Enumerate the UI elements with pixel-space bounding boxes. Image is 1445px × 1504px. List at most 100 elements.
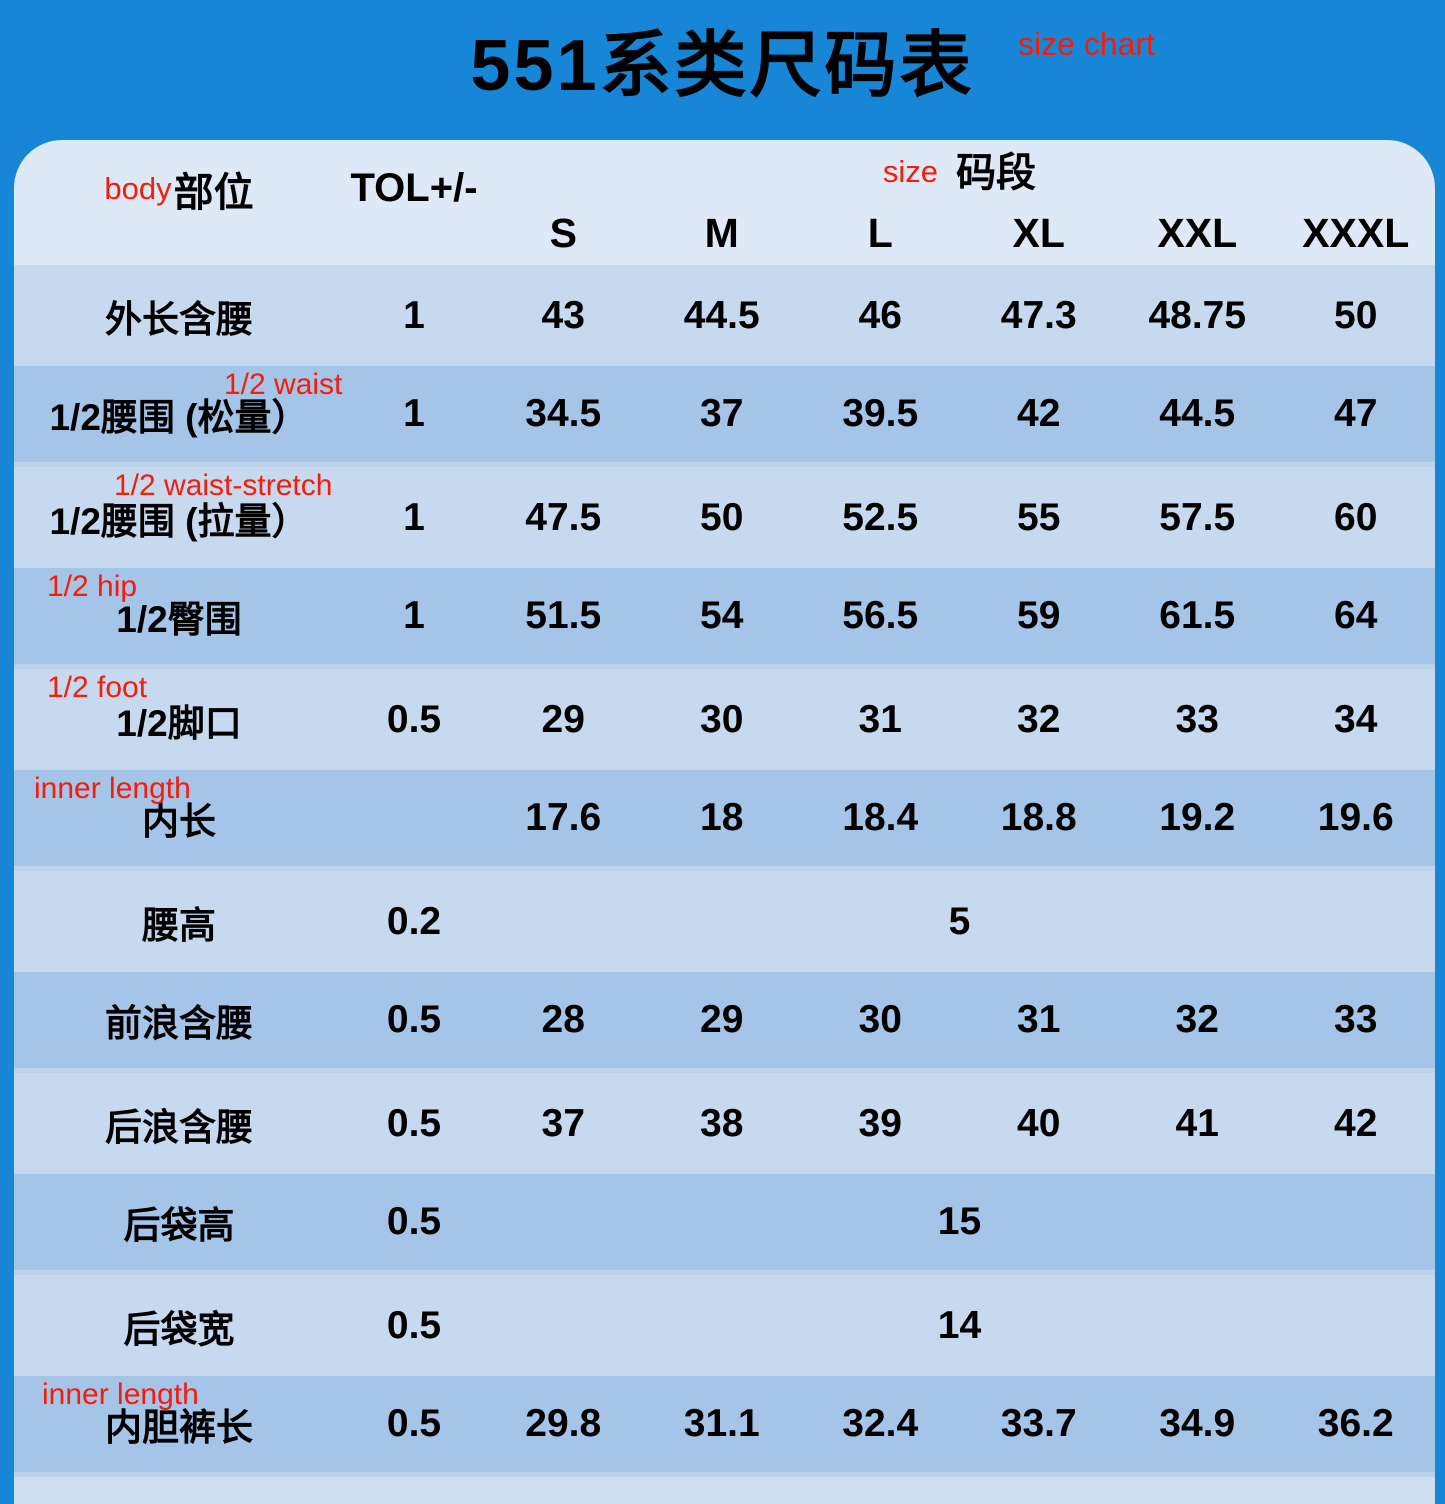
row-value-xxxl: 42 (1334, 1101, 1378, 1145)
header-size-letters: S M L XL XXL XXXL (484, 198, 1435, 265)
row-tol-value: 0.5 (386, 1303, 442, 1347)
row-value-l: 30 (858, 998, 902, 1041)
page-title: 551系类尺码表 (470, 26, 975, 106)
row-value-l: 39.5 (842, 392, 919, 435)
row-value-xxl: 32 (1175, 998, 1219, 1041)
header-size-xl: XL (1012, 210, 1065, 256)
row-label-cell: 外长含腰 (14, 265, 344, 366)
row-merged-value: 5 (948, 899, 971, 943)
table-row: inner length 内胆裤长 0.5 29.8 31.1 32.4 33.7 34.9 3… (14, 1376, 1435, 1477)
row-label-cell: inner length 内长 (14, 770, 344, 866)
row-tol-value: 0.5 (386, 1101, 442, 1145)
table-row: 前浪含腰 0.5 28 29 30 31 32 33 (14, 972, 1435, 1073)
row-value-l: 52.5 (842, 495, 919, 539)
row-value-xxl: 57.5 (1159, 495, 1236, 539)
row-value-xl: 32 (1017, 697, 1061, 741)
row-label-cell: 后袋宽 (14, 1275, 344, 1376)
row-label: 1/2腰围 (松量） (49, 397, 309, 438)
row-value-xl: 55 (1017, 495, 1061, 539)
row-label: 前浪含腰 (105, 1003, 253, 1044)
row-value-xxxl: 34 (1334, 697, 1378, 741)
row-value-l: 39 (858, 1101, 902, 1145)
row-value-xxl: 48.75 (1148, 293, 1247, 337)
header-size-xxxl: XXXL (1302, 210, 1410, 256)
row-tol-value: 1 (403, 594, 425, 637)
header-body-cell: body 部位 (14, 140, 344, 265)
title-row: 551系类尺码表 size chart (0, 0, 1445, 140)
table-row: 外长含腰 1 43 44.5 46 47.3 48.75 50 (14, 265, 1435, 366)
row-value-s: 51.5 (525, 594, 602, 637)
row-annotation: 1/2 hip (47, 570, 138, 603)
row-label-cell: inner length 内胆裤长 (14, 1376, 344, 1472)
row-value-xxxl: 64 (1334, 594, 1378, 637)
size-annotation: size (882, 154, 939, 189)
header-tol-label: TOL+/- (350, 166, 478, 210)
row-value-xxl: 34.9 (1159, 1402, 1236, 1445)
row-value-m: 31.1 (683, 1402, 760, 1445)
row-value-s: 34.5 (525, 392, 602, 435)
row-label: 腰高 (142, 904, 216, 946)
row-label: 后袋高 (123, 1205, 235, 1246)
row-value-l: 31 (858, 697, 902, 741)
row-value-xxl: 41 (1175, 1101, 1219, 1145)
row-tol-value: 0.5 (386, 1402, 442, 1445)
table-row: 1/2 hip 1/2臀围 1 51.5 54 56.5 59 61.5 64 (14, 568, 1435, 669)
row-value-s: 37 (541, 1101, 585, 1145)
row-value-xl: 59 (1017, 594, 1061, 637)
row-label: 内胆裤长 (105, 1407, 253, 1448)
row-value-xxl: 19.2 (1159, 796, 1236, 839)
header-size-m: M (704, 210, 739, 256)
row-value-m: 44.5 (683, 293, 760, 337)
row-value-xl: 31 (1017, 998, 1061, 1041)
row-value-l: 56.5 (842, 594, 919, 637)
header-size-label: 码段 (956, 151, 1037, 195)
row-value-xxxl: 60 (1334, 495, 1378, 539)
row-tol-value: 0.5 (386, 998, 442, 1041)
table-row: 后袋宽 0.5 14 (14, 1275, 1435, 1376)
table-row: 腰高 0.2 5 (14, 871, 1435, 972)
row-merged-value: 15 (937, 1200, 982, 1243)
header-tol-cell: TOL+/- (344, 140, 484, 265)
row-annotation: 1/2 waist (224, 368, 343, 401)
row-value-xxxl: 47 (1334, 392, 1378, 435)
row-label-cell: 1/2 hip 1/2臀围 (14, 568, 344, 664)
row-annotation: 1/2 waist-stretch (114, 469, 333, 502)
body-annotation: body (104, 170, 172, 206)
row-value-xxl: 44.5 (1159, 392, 1236, 435)
row-value-s: 29.8 (525, 1402, 602, 1445)
row-annotation: inner length (34, 772, 191, 805)
row-label-cell: 1/2 waist 1/2腰围 (松量） (14, 366, 344, 462)
row-value-xl: 47.3 (1000, 293, 1077, 337)
row-tol-value: 1 (403, 392, 425, 435)
row-label: 1/2臀围 (116, 599, 242, 640)
size-table: body 部位 TOL+/- size 码段 S M L XL XXL XXXL 外长含腰… (14, 140, 1435, 1504)
row-label-cell: 后浪含腰 (14, 1073, 344, 1174)
table-row: 1/2 foot 1/2脚口 0.5 29 30 31 32 33 34 (14, 669, 1435, 770)
row-value-m: 18 (700, 796, 744, 839)
table-row: 1/2 waist 1/2腰围 (松量） 1 34.5 37 39.5 42 44.5 47 (14, 366, 1435, 467)
row-value-xxxl: 36.2 (1317, 1402, 1394, 1445)
row-value-s: 17.6 (525, 796, 602, 839)
row-value-xl: 33.7 (1000, 1402, 1077, 1445)
header-size-caption: size 码段 (484, 140, 1435, 198)
table-body: 外长含腰 1 43 44.5 46 47.3 48.75 50 1/2 waist 1/2腰围 (… (14, 265, 1435, 1477)
row-value-m: 50 (700, 495, 744, 539)
row-value-s: 47.5 (525, 495, 602, 539)
row-label: 后袋宽 (123, 1308, 235, 1350)
row-value-l: 32.4 (842, 1402, 919, 1445)
table-bottom-strip (14, 1477, 1435, 1504)
row-label-cell: 后袋高 (14, 1174, 344, 1270)
row-label: 外长含腰 (105, 298, 253, 340)
row-tol-value: 0.5 (386, 697, 442, 741)
row-value-s: 43 (541, 293, 585, 337)
row-tol-value (344, 770, 484, 866)
row-value-s: 29 (541, 697, 585, 741)
row-label-cell: 前浪含腰 (14, 972, 344, 1068)
row-annotation: inner length (42, 1378, 199, 1411)
table-row: 后袋高 0.5 15 (14, 1174, 1435, 1275)
row-value-l: 46 (858, 293, 902, 337)
row-value-xxxl: 19.6 (1317, 796, 1394, 839)
row-tol-value: 1 (403, 495, 425, 539)
header-size-s: S (549, 210, 577, 256)
row-value-l: 18.4 (842, 796, 919, 839)
